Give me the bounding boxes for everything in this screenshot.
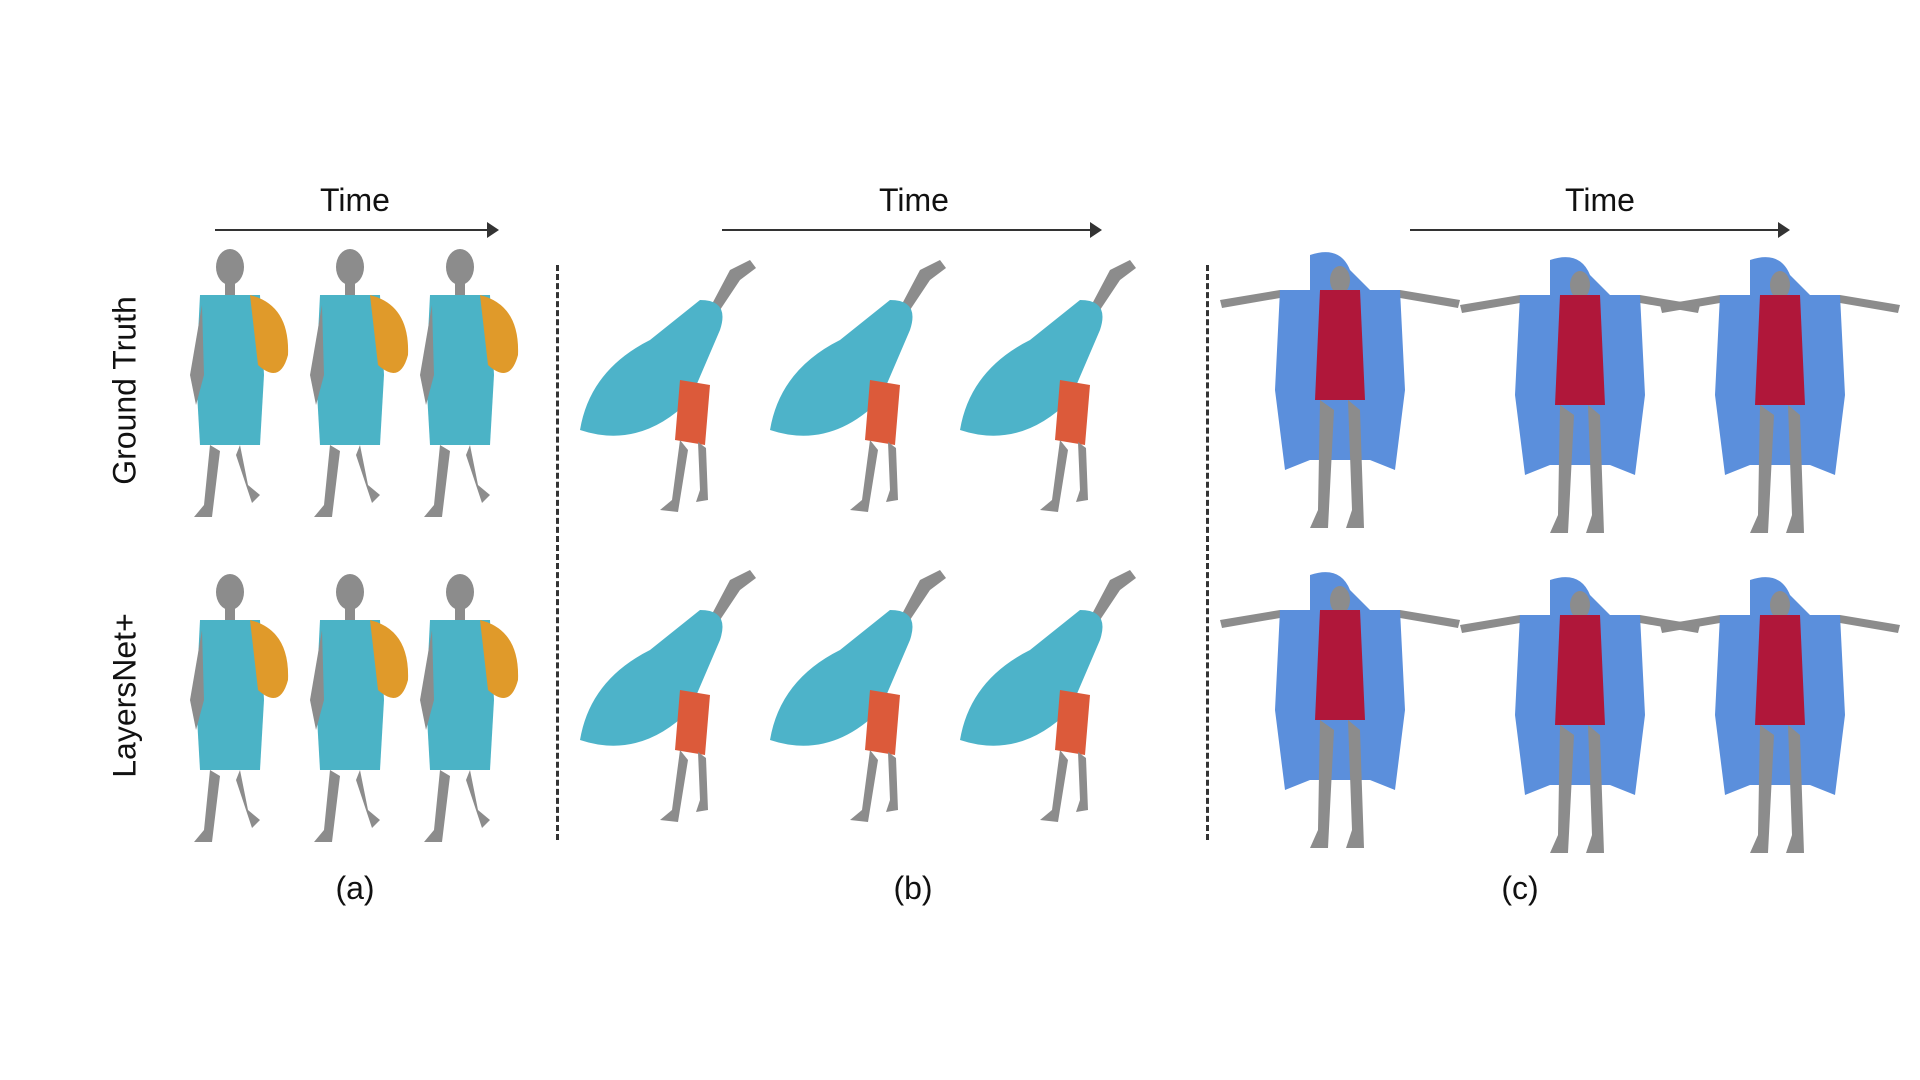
panel-label-b: (b) bbox=[893, 870, 933, 906]
time-label-b: Time bbox=[879, 182, 949, 218]
separator-ab bbox=[556, 265, 559, 840]
time-label-c: Time bbox=[1565, 182, 1635, 218]
panel-b-illustrations bbox=[580, 260, 1136, 822]
panel-label-a: (a) bbox=[335, 870, 375, 906]
row-label-ground-truth: Ground Truth bbox=[106, 296, 143, 485]
panel-c-illustrations bbox=[1220, 252, 1900, 853]
separator-bc bbox=[1206, 265, 1209, 840]
row-label-layersnet: LayersNet+ bbox=[106, 613, 143, 778]
time-label-a: Time bbox=[320, 182, 390, 218]
panel-label-c: (c) bbox=[1501, 870, 1539, 906]
panel-a-illustrations bbox=[190, 249, 519, 842]
time-arrow-c bbox=[1410, 222, 1790, 238]
time-arrow-a bbox=[215, 222, 499, 238]
time-arrow-b bbox=[722, 222, 1102, 238]
